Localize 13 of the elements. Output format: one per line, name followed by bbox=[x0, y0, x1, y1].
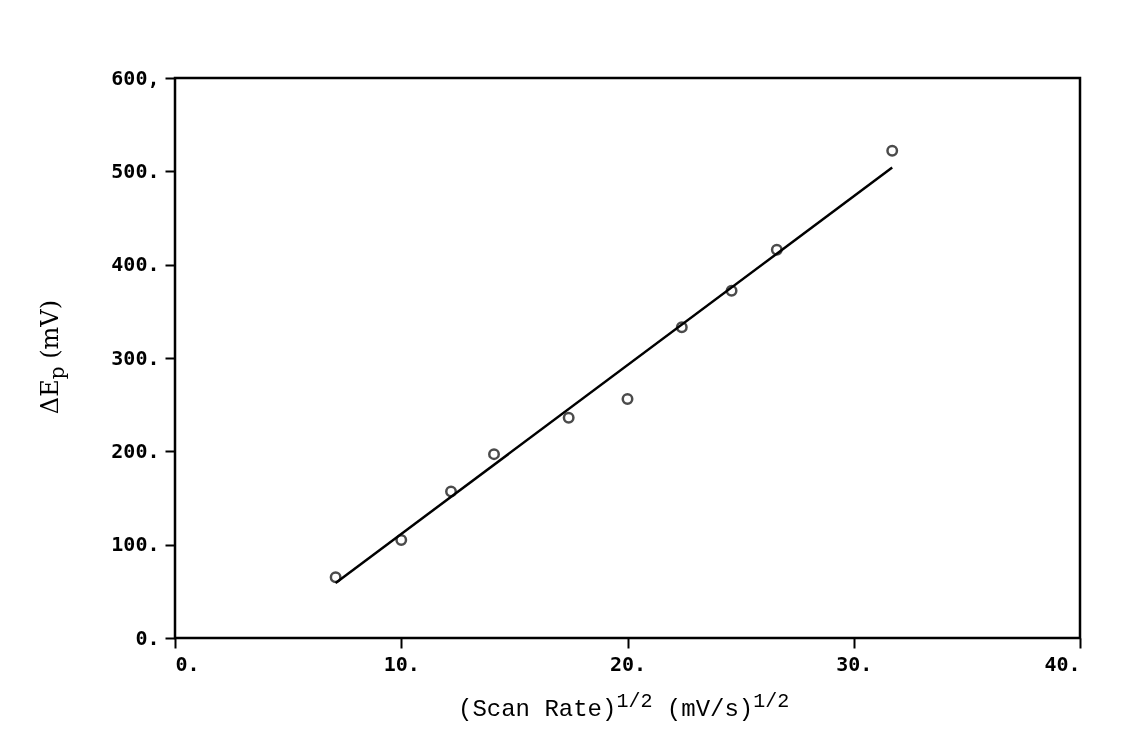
y-tick-label: 200. bbox=[111, 438, 160, 463]
y-tick-label: 600, bbox=[111, 65, 160, 90]
x-tick-label: 30. bbox=[836, 651, 873, 676]
x-tick-label: 20. bbox=[609, 651, 647, 676]
x-tick-label: 40. bbox=[1044, 651, 1081, 676]
x-tick-label: 10. bbox=[383, 651, 420, 676]
y-tick-label: 100. bbox=[111, 532, 160, 557]
y-tick-label: 500. bbox=[111, 158, 160, 183]
y-tick-label: 0. bbox=[135, 625, 160, 650]
x-tick-label: 0. bbox=[175, 651, 200, 676]
y-tick-label: 400. bbox=[111, 252, 160, 277]
y-tick-label: 300. bbox=[111, 345, 160, 370]
x-axis-title: (Scan Rate)$^{1/2}$ (mV/s)$^{1/2}$ bbox=[458, 690, 790, 723]
